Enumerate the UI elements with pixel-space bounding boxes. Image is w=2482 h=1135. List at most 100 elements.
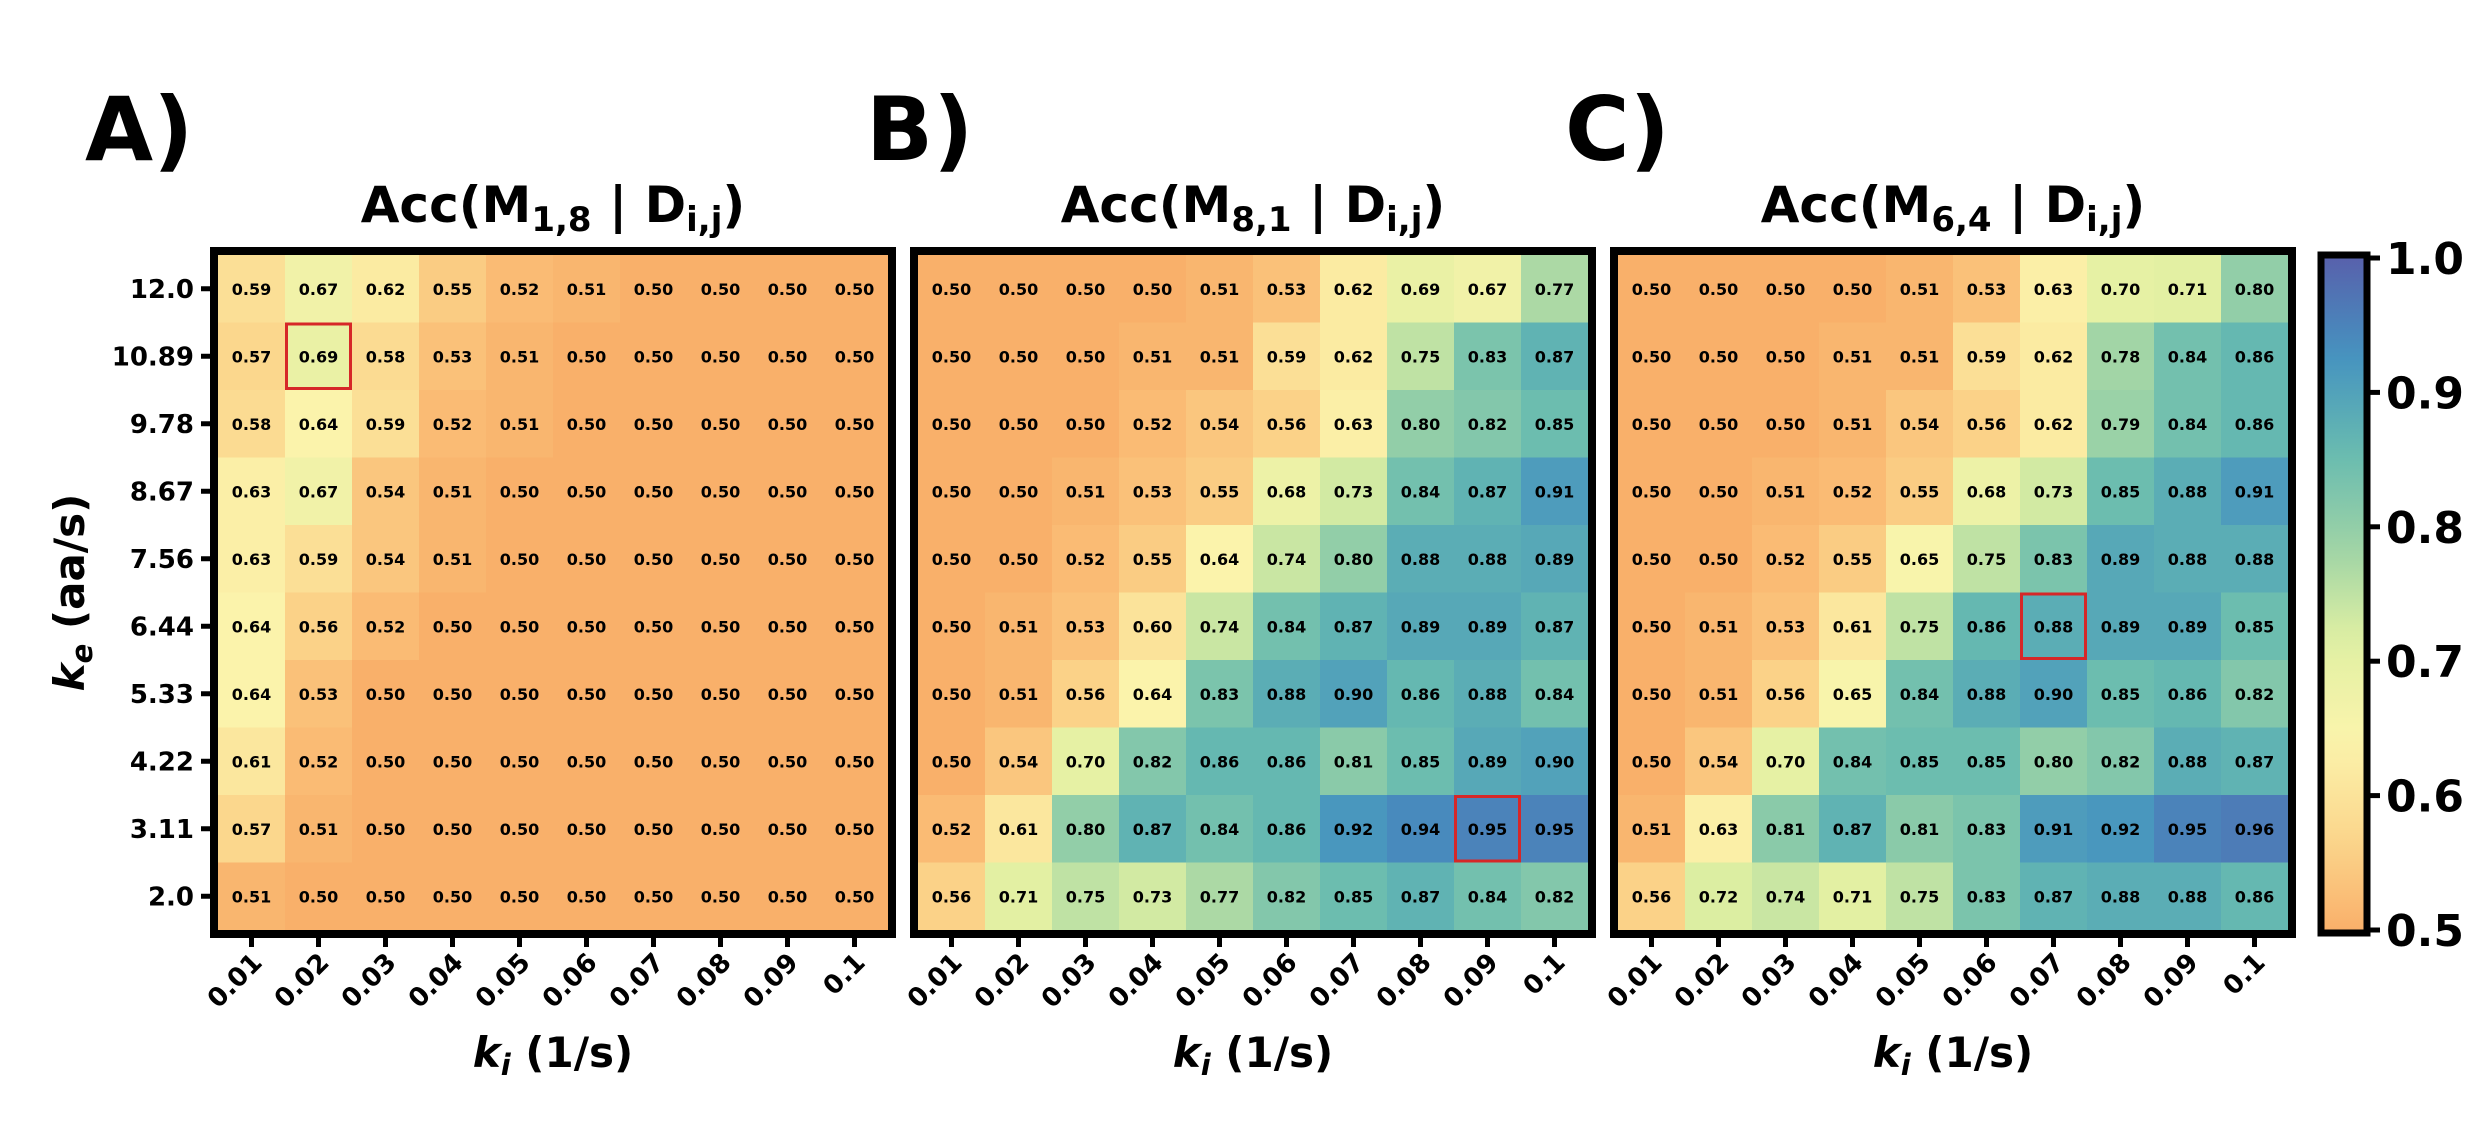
cell-value-label: 0.50: [634, 752, 673, 771]
title-subscript: i,j: [686, 200, 722, 240]
heatmap-cell: [1819, 727, 1887, 796]
cell-value-label: 0.77: [1535, 280, 1574, 299]
cell-value-label: 0.82: [2101, 752, 2140, 771]
heatmap-cell: [1819, 525, 1887, 594]
cell-value-label: 0.85: [1334, 887, 1373, 906]
heatmap-cell: [1886, 660, 1954, 729]
heatmap-cell: [218, 795, 286, 864]
heatmap-cell: [1685, 525, 1753, 594]
x-tick-label: 0.04: [403, 948, 470, 1015]
cell-value-label: 0.77: [1200, 887, 1239, 906]
heatmap-cell: [1953, 322, 2021, 391]
heatmap-cell: [1119, 457, 1187, 526]
cell-value-label: 0.87: [1833, 820, 1872, 839]
heatmap-cell: [2154, 255, 2222, 324]
heatmap-cell: [2221, 592, 2289, 661]
heatmap-cell: [1752, 727, 1820, 796]
heatmap-cell: [1819, 457, 1887, 526]
label-unit: (1/s): [1211, 1028, 1334, 1077]
cell-value-label: 0.86: [2235, 347, 2274, 366]
cell-value-label: 0.52: [433, 415, 472, 434]
colorbar-tick-label: 0.5: [2386, 906, 2464, 957]
heatmap-cell: [1119, 525, 1187, 594]
cell-value-label: 0.55: [1133, 550, 1172, 569]
heatmap-cell: [2087, 727, 2155, 796]
heatmap-cell: [1119, 862, 1187, 931]
x-tick-label: 0.05: [1170, 948, 1237, 1015]
heatmap-cell: [918, 390, 986, 459]
cell-value-label: 0.50: [999, 482, 1038, 501]
heatmap-cell: [218, 525, 286, 594]
heatmap-cell: [1953, 727, 2021, 796]
cell-value-label: 0.50: [1766, 415, 1805, 434]
heatmap-cell: [620, 727, 688, 796]
cell-value-label: 0.64: [232, 685, 271, 704]
cell-value-label: 0.84: [1200, 820, 1239, 839]
cell-value-label: 0.50: [835, 280, 874, 299]
cell-value-label: 0.56: [1967, 415, 2006, 434]
heatmap-cell: [687, 255, 755, 324]
heatmap-cell: [2087, 795, 2155, 864]
heatmap-cell: [1618, 795, 1686, 864]
heatmap-cell: [620, 592, 688, 661]
cell-value-label: 0.50: [366, 685, 405, 704]
heatmap-cell: [2221, 457, 2289, 526]
highlight-box: [285, 322, 352, 390]
cell-value-label: 0.59: [1267, 347, 1306, 366]
cell-value-label: 0.51: [1200, 280, 1239, 299]
cell-value-label: 0.62: [2034, 415, 2073, 434]
cell-value-label: 0.79: [2101, 415, 2140, 434]
heatmap-cell: [1752, 592, 1820, 661]
cell-value-label: 0.83: [2034, 550, 2073, 569]
cell-value-label: 0.52: [500, 280, 539, 299]
x-tick-label: 0.09: [2138, 948, 2205, 1015]
cell-value-label: 0.88: [2034, 617, 2073, 636]
x-tick-label: 0.04: [1803, 948, 1870, 1015]
heatmap-cell: [553, 727, 621, 796]
heatmap-cell: [985, 660, 1053, 729]
cell-value-label: 0.89: [2101, 550, 2140, 569]
heatmap-cell: [553, 862, 621, 931]
panel-frame: [910, 247, 1596, 938]
heatmap-cell: [821, 862, 889, 931]
heatmap-cell: [918, 862, 986, 931]
cell-value-label: 0.71: [1833, 887, 1872, 906]
heatmap-cell: [1253, 592, 1321, 661]
heatmap-cell: [553, 255, 621, 324]
cell-value-label: 0.92: [1334, 820, 1373, 839]
heatmap-cell: [1186, 795, 1254, 864]
cell-value-label: 0.70: [1766, 752, 1805, 771]
heatmap-cell: [1052, 390, 1120, 459]
cell-value-label: 0.50: [433, 617, 472, 636]
cell-value-label: 0.95: [2168, 820, 2207, 839]
cell-value-label: 0.50: [366, 887, 405, 906]
title-text: Acc(M: [1061, 176, 1232, 234]
cell-value-label: 0.52: [932, 820, 971, 839]
cell-value-label: 0.50: [835, 482, 874, 501]
cell-value-label: 0.88: [2168, 752, 2207, 771]
cell-value-label: 0.87: [1133, 820, 1172, 839]
cell-value-label: 0.84: [1401, 482, 1440, 501]
heatmap-cell: [754, 255, 822, 324]
cell-value-label: 0.86: [2235, 415, 2274, 434]
heatmap-cell: [918, 457, 986, 526]
heatmap-cell: [1752, 795, 1820, 864]
heatmap-cell: [1521, 525, 1589, 594]
cell-value-label: 0.50: [1066, 280, 1105, 299]
cell-value-label: 0.50: [567, 550, 606, 569]
cell-value-label: 0.86: [2235, 887, 2274, 906]
heatmap-cell: [2020, 457, 2088, 526]
heatmap-cell: [1119, 660, 1187, 729]
heatmap-cell: [1253, 795, 1321, 864]
title-text: ): [1422, 176, 1445, 234]
cell-value-label: 0.50: [768, 820, 807, 839]
cell-value-label: 0.89: [1468, 752, 1507, 771]
cell-value-label: 0.68: [1967, 482, 2006, 501]
heatmap-cell: [486, 255, 554, 324]
heatmap-cell: [985, 390, 1053, 459]
cell-value-label: 0.50: [768, 617, 807, 636]
cell-value-label: 0.75: [1967, 550, 2006, 569]
cell-value-label: 0.88: [1401, 550, 1440, 569]
cell-value-label: 0.88: [1267, 685, 1306, 704]
cell-value-label: 0.64: [1200, 550, 1239, 569]
